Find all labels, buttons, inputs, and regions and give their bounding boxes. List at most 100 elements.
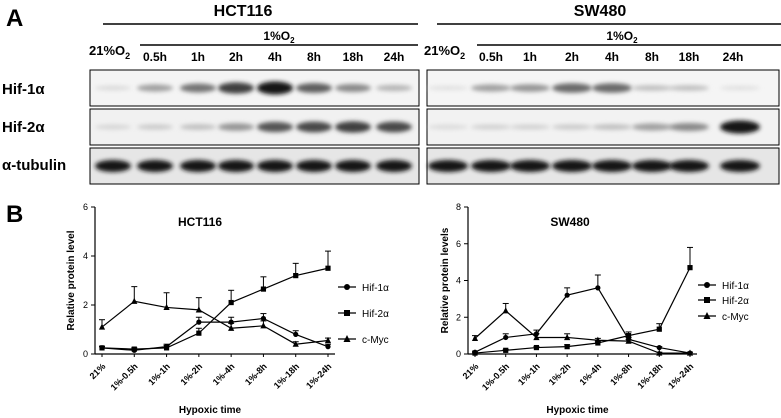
chart-sw480: 0 2 4 6 8 21% 1%-0.5h 1%-1h 1%-2h 1%-4h 1%-8h 1%-18… [440, 202, 749, 416]
legend-marker [344, 310, 350, 316]
hct116-hif1a-band [335, 83, 371, 93]
sw480-hif2a-band [471, 124, 511, 130]
data-point [625, 337, 632, 344]
hct116-hif2a-band [137, 124, 173, 130]
row-label-hif2a: Hif-2α [2, 119, 45, 136]
x-tick-label: 1%-1h [146, 361, 172, 387]
hct116-tubulin-band [376, 160, 412, 172]
sw480-lane-label: 18h [679, 50, 700, 64]
sw480-tubulin-band [428, 160, 468, 172]
hct116-control-label: 21%O2 [89, 43, 130, 61]
data-point [292, 340, 299, 347]
data-point [595, 340, 601, 346]
hct116-hif1a-band [95, 85, 131, 91]
x-tick-label: 1%-24h [304, 361, 333, 390]
sw480-tubulin-band [510, 160, 550, 172]
hct116-lane-label: 24h [384, 50, 405, 64]
hct116-lane-label: 18h [343, 50, 364, 64]
sw480-hif2a-band [428, 124, 468, 130]
chart-title: HCT116 [178, 215, 222, 229]
legend-marker [343, 335, 351, 342]
sw480-hif1a-band [510, 84, 550, 92]
sw480-lane-label: 0.5h [479, 50, 503, 64]
hct116-hif2a-band [296, 121, 332, 133]
x-tick-label: 1%-2h [178, 361, 204, 387]
data-point [98, 323, 106, 330]
sw480-lane-label: 8h [645, 50, 659, 64]
hct116-lane-label: 8h [307, 50, 321, 64]
hct116-lane-label: 0.5h [143, 50, 167, 64]
sw480-tubulin-band [552, 160, 592, 172]
hct116-blot [89, 69, 420, 185]
x-axis-label: Hypoxic time [546, 405, 609, 416]
hct116-hypoxia-label: 1%O2 [263, 29, 295, 45]
data-point [228, 324, 235, 331]
hct116-hif2a-band [376, 121, 412, 133]
sw480-blot [426, 69, 780, 185]
sw480-tubulin-band [471, 160, 511, 172]
data-point [502, 307, 509, 314]
panel-letter-a: A [6, 5, 23, 32]
series-line [474, 267, 691, 354]
sw480-tubulin-band [592, 160, 632, 172]
series-line [101, 300, 329, 345]
x-tick-label: 1%-0.5h [109, 361, 140, 392]
data-point [503, 347, 509, 353]
hct116-hif1a-band [137, 84, 173, 92]
legend-marker [344, 284, 350, 290]
hct116-hif2a-band [257, 121, 293, 133]
y-tick-label: 0 [83, 349, 88, 359]
hct116-tubulin-band [218, 160, 254, 172]
data-point [260, 315, 267, 322]
data-point [564, 292, 570, 298]
data-point [228, 299, 234, 306]
data-point [324, 336, 332, 344]
data-point [564, 344, 570, 350]
series-line [101, 267, 329, 350]
row-label-hif1a: Hif-1α [2, 81, 45, 98]
hct116-hif1a-band [296, 83, 332, 93]
data-point [595, 285, 601, 291]
sw480-hif1a-band [592, 83, 632, 93]
data-point [687, 265, 693, 271]
data-point [656, 326, 662, 332]
sw480-lane-labels: 0.5h 1h 2h 4h 8h 18h 24h [479, 50, 743, 64]
hct116-tubulin-band [335, 160, 371, 172]
sw480-hif2a-band [552, 124, 592, 130]
sw480-hif2a-band [720, 120, 760, 134]
x-tick-label: 1%-8h [243, 361, 269, 387]
series-circle [472, 274, 693, 356]
sw480-lane-label: 4h [605, 50, 619, 64]
hct116-lane-labels: 0.5h 1h 2h 4h 8h 18h 24h [143, 50, 404, 64]
data-point [131, 297, 138, 304]
panel-letter-b: B [6, 201, 23, 228]
data-point [533, 344, 540, 351]
y-tick-label: 4 [456, 276, 461, 286]
legend-label: c-Myc [362, 335, 389, 346]
sw480-hif1a-band [471, 84, 511, 92]
legend-label: Hif-1α [362, 283, 389, 294]
data-point [471, 334, 479, 341]
x-tick-label: 1%-0.5h [480, 361, 511, 392]
y-tick-label: 2 [83, 300, 88, 310]
y-tick-label: 6 [456, 239, 461, 249]
y-tick-label: 0 [456, 349, 461, 359]
hct116-tubulin-band [257, 160, 293, 172]
hct116-tubulin-band [296, 160, 332, 172]
x-tick-label: 1%-4h [577, 361, 603, 387]
legend-label: Hif-2α [362, 309, 389, 320]
series-line [474, 287, 691, 354]
series-triangle [98, 286, 332, 347]
sw480-hif2a-band [669, 122, 709, 132]
y-axis-label: Relative protein levels [440, 227, 451, 333]
sw480-hif1a-band [669, 85, 709, 91]
legend-marker [703, 312, 711, 319]
y-tick-label: 4 [83, 251, 88, 261]
data-point [564, 333, 571, 341]
sw480-hypoxia-label: 1%O2 [606, 29, 638, 45]
sw480-lane-label: 24h [723, 50, 744, 64]
legend-label: Hif-2α [722, 296, 749, 307]
data-point [625, 333, 632, 339]
sw480-hif2a-band [592, 124, 632, 130]
x-axis-label: Hypoxic time [179, 405, 242, 416]
